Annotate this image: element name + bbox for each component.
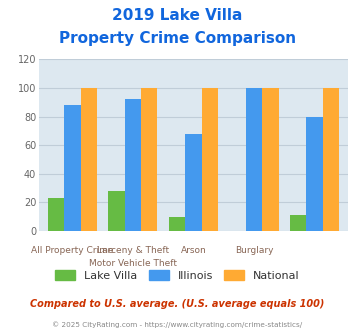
Text: Arson: Arson [181, 247, 206, 255]
Bar [202, 88, 218, 231]
Bar [64, 105, 81, 231]
Text: Motor Vehicle Theft: Motor Vehicle Theft [89, 259, 177, 268]
Bar [141, 88, 158, 231]
Text: Property Crime Comparison: Property Crime Comparison [59, 31, 296, 46]
Bar [108, 191, 125, 231]
Bar [306, 116, 323, 231]
Text: Larceny & Theft: Larceny & Theft [97, 247, 169, 255]
Legend: Lake Villa, Illinois, National: Lake Villa, Illinois, National [55, 270, 300, 281]
Bar [169, 217, 185, 231]
Text: 2019 Lake Villa: 2019 Lake Villa [112, 8, 243, 23]
Bar [323, 88, 339, 231]
Text: Burglary: Burglary [235, 247, 273, 255]
Bar [48, 198, 64, 231]
Text: © 2025 CityRating.com - https://www.cityrating.com/crime-statistics/: © 2025 CityRating.com - https://www.city… [53, 322, 302, 328]
Bar [290, 215, 306, 231]
Bar [185, 134, 202, 231]
Bar [125, 99, 141, 231]
Bar [262, 88, 279, 231]
Bar [81, 88, 97, 231]
Text: Compared to U.S. average. (U.S. average equals 100): Compared to U.S. average. (U.S. average … [30, 299, 325, 309]
Bar [246, 88, 262, 231]
Text: All Property Crime: All Property Crime [31, 247, 114, 255]
